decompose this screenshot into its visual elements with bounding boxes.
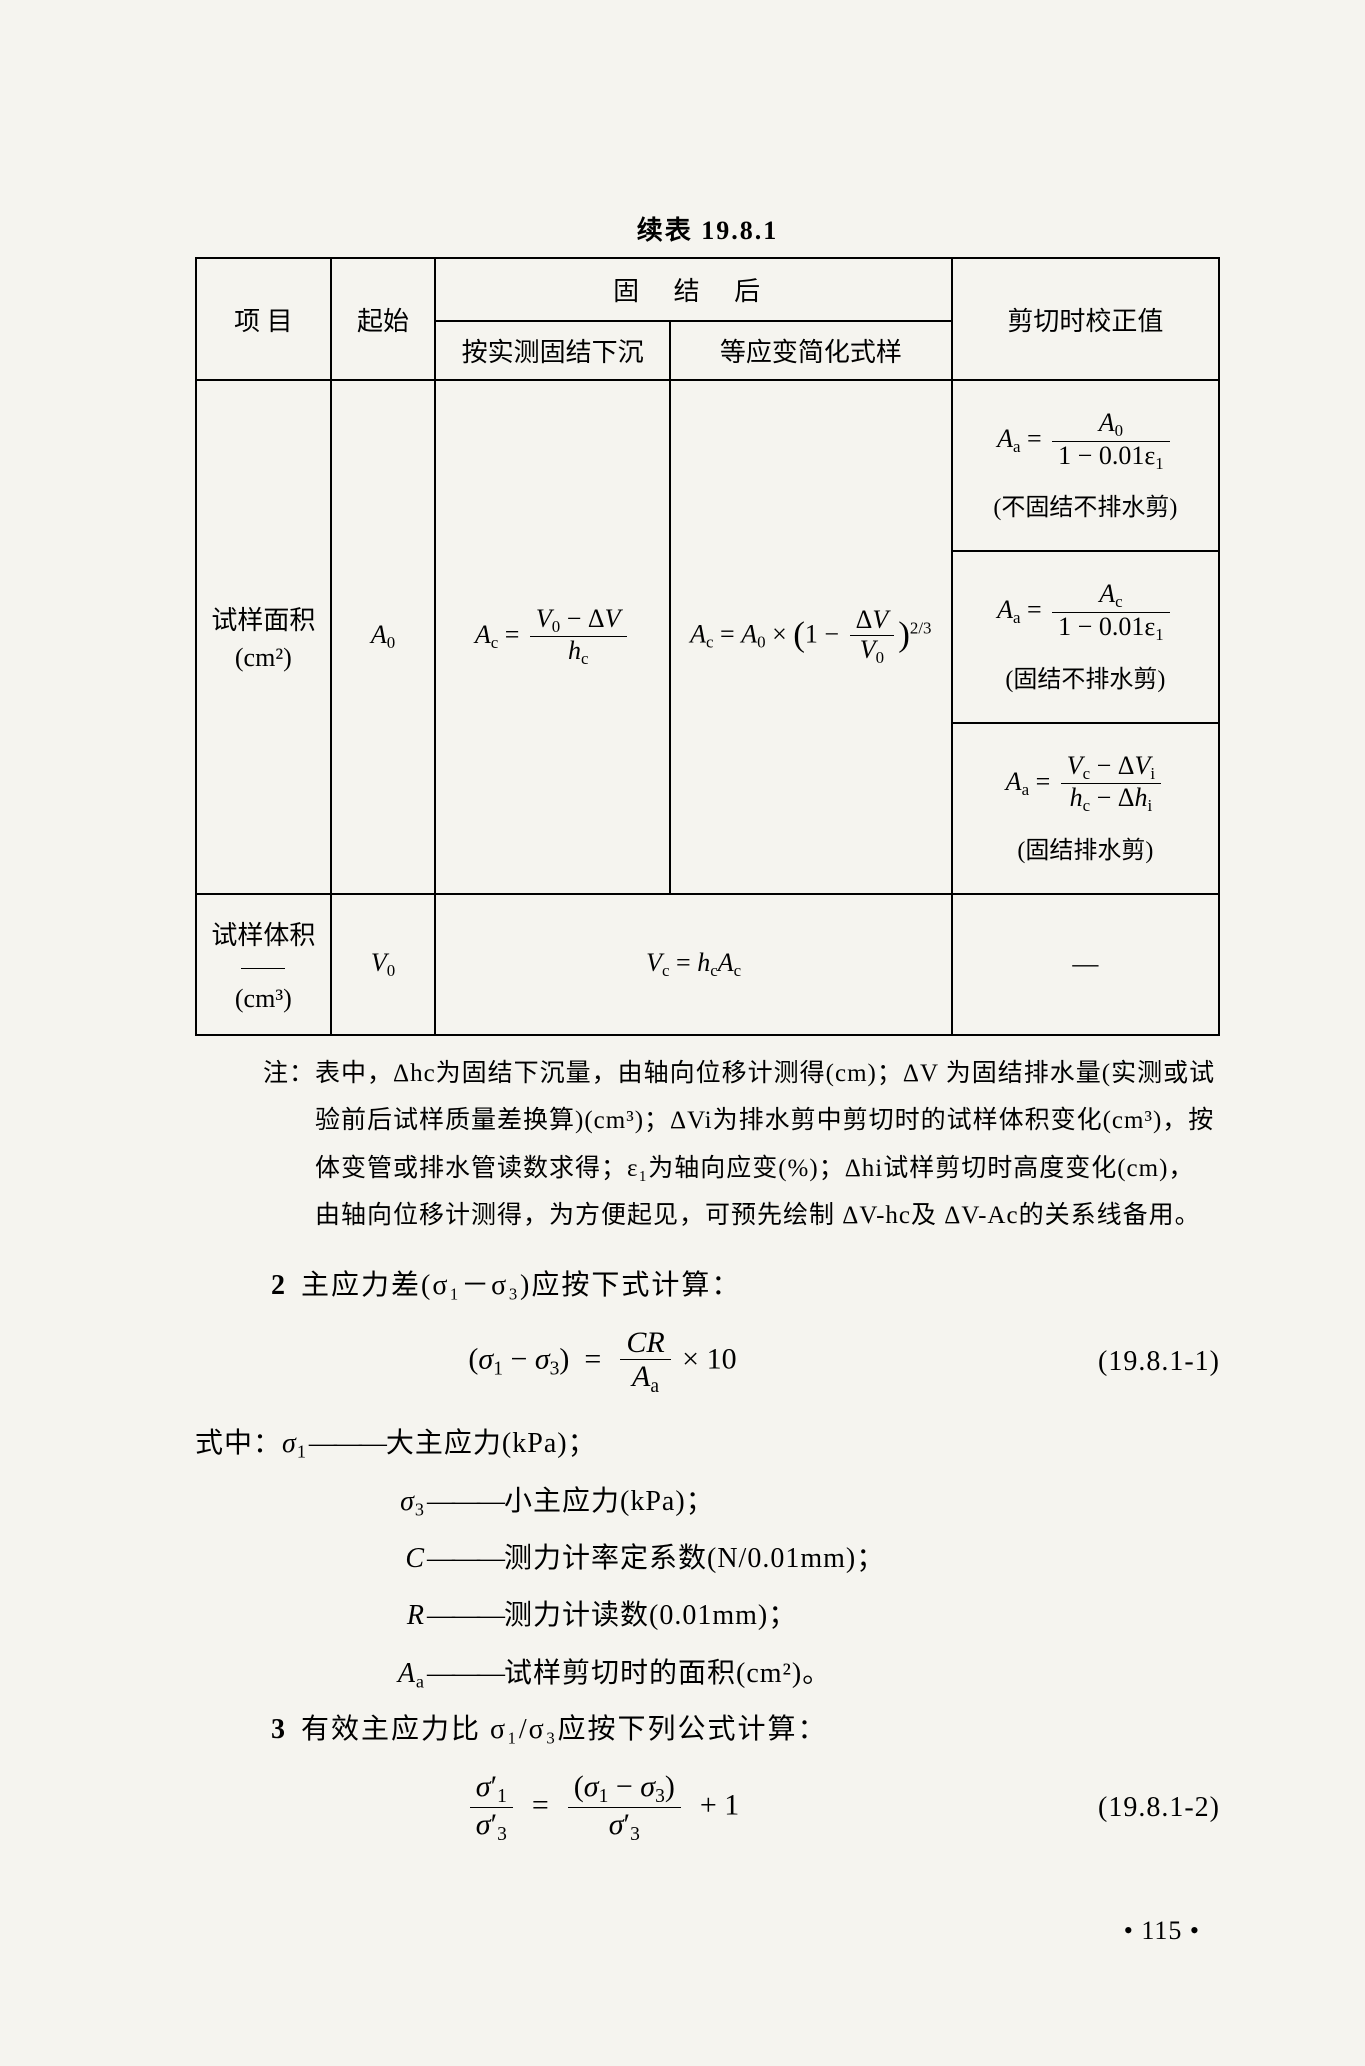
corr-cd: Aa = Vc − ΔVi hc − Δhi (固结排水剪) [953, 722, 1218, 893]
row-area-start: A0 [331, 380, 436, 894]
corr-cu-note: (固结不排水剪) [959, 659, 1212, 694]
sec2-text: 主应力差(σ₁－σ₃)应按下式计算： [301, 1270, 741, 1301]
sym-sigma3: σ3 [329, 1473, 425, 1530]
th-measured: 按实测固结下沉 [435, 321, 669, 380]
def-c: 测力计率定系数(N/0.01mm)； [504, 1530, 885, 1587]
corr-uu: Aa = A0 1 − 0.01ε1 (不固结不排水剪) [953, 381, 1218, 550]
equation-2: σ′1 σ′3 = (σ1 − σ3) σ′3 + 1 (19.8.1-2) [195, 1770, 1220, 1846]
equation-1: (σ1 − σ3) = CR Aa × 10 (19.8.1-1) [195, 1326, 1220, 1397]
def-aa: 试样剪切时的面积(cm²)。 [504, 1645, 831, 1702]
th-consol: 固 结 后 [435, 258, 951, 321]
row-area-formula-b: Ac = A0 × (1 − ΔV V0 )2/3 [670, 380, 952, 894]
definitions: 式中：σ1 ——— 大主应力(kPa)； σ3 ——— 小主应力(kPa)； C… [195, 1415, 1220, 1702]
row-vol-label: 试样体积 (cm³) [196, 894, 331, 1035]
eq2-body: σ′1 σ′3 = (σ1 − σ3) σ′3 + 1 [195, 1770, 1010, 1846]
row-area-corrections: Aa = A0 1 − 0.01ε1 (不固结不排水剪) Aa = Ac 1 −… [952, 380, 1219, 894]
sym-aa: Aa [329, 1645, 425, 1702]
vol-unit: (cm³) [203, 984, 324, 1014]
sec3-text: 有效主应力比 σ₁/σ₃应按下列公式计算： [301, 1714, 828, 1745]
row-vol-mid: Vc = hcAc [435, 894, 951, 1035]
eq2-number: (19.8.1-2) [1010, 1792, 1220, 1824]
row-area-label: 试样面积 (cm²) [196, 380, 331, 894]
th-start: 起始 [331, 258, 436, 380]
corr-cu: Aa = Ac 1 − 0.01ε1 (固结不排水剪) [953, 550, 1218, 721]
table-note: 注：表中，Δhc为固结下沉量，由轴向位移计测得(cm)；ΔV 为固结排水量(实测… [263, 1050, 1220, 1240]
def-r: 测力计读数(0.01mm)； [504, 1587, 797, 1644]
area-label-text: 试样面积 [203, 600, 324, 637]
sym-r: R [329, 1587, 425, 1644]
def-sigma1: 大主应力(kPa)； [386, 1415, 597, 1472]
sym-c: C [329, 1530, 425, 1587]
eq1-body: (σ1 − σ3) = CR Aa × 10 [195, 1326, 1010, 1397]
def-sigma3: 小主应力(kPa)； [504, 1473, 715, 1530]
section-3: 3 有效主应力比 σ₁/σ₃应按下列公式计算： [195, 1702, 1220, 1758]
th-correction: 剪切时校正值 [952, 258, 1219, 380]
eq1-number: (19.8.1-1) [1010, 1346, 1220, 1378]
vol-label-text: 试样体积 [203, 915, 324, 982]
th-simplified: 等应变简化式样 [670, 321, 952, 380]
row-vol-start: V0 [331, 894, 436, 1035]
corr-cd-note: (固结排水剪) [959, 830, 1212, 865]
table-title: 续表 19.8.1 [195, 210, 1220, 247]
row-area-formula-a: Ac = V0 − ΔV hc [435, 380, 669, 894]
area-unit: (cm²) [203, 643, 324, 673]
sec3-num: 3 [271, 1714, 287, 1745]
main-table: 项 目 起始 固 结 后 剪切时校正值 按实测固结下沉 等应变简化式样 试样面积… [195, 257, 1220, 1036]
where-label: 式中：σ1 [195, 1415, 307, 1472]
page-number: • 115 • [195, 1916, 1220, 1946]
corr-uu-note: (不固结不排水剪) [959, 487, 1212, 522]
th-item: 项 目 [196, 258, 331, 380]
sec2-num: 2 [271, 1270, 287, 1301]
row-vol-right: — [952, 894, 1219, 1035]
section-2: 2 主应力差(σ₁－σ₃)应按下式计算： [195, 1258, 1220, 1314]
